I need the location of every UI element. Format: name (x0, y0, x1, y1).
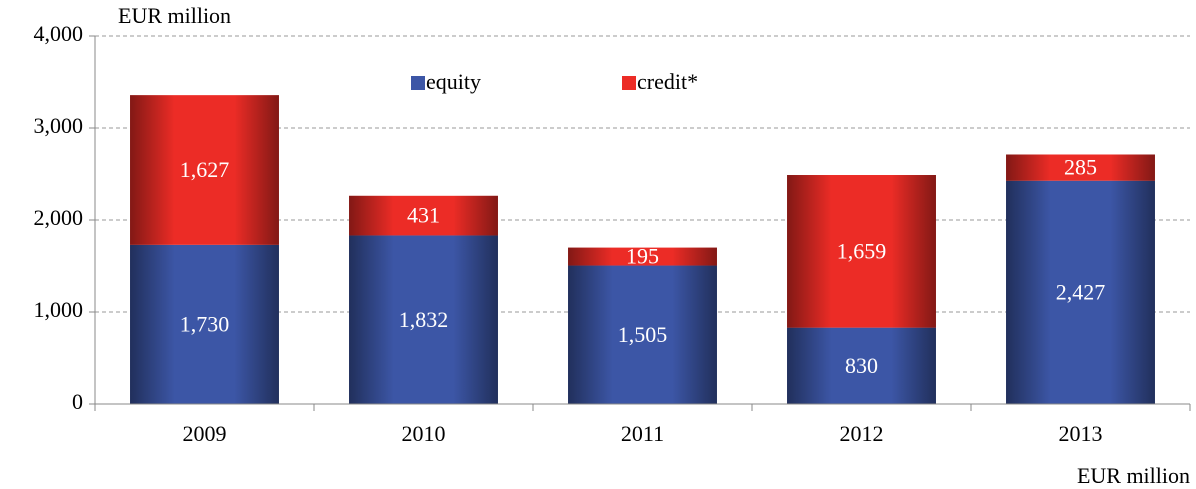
bar-shade (130, 244, 279, 404)
legend-swatch (622, 76, 636, 90)
x-tick-label: 2011 (621, 421, 664, 446)
x-tick-label: 2012 (840, 421, 884, 446)
x-tick-label: 2010 (402, 421, 446, 446)
y-tick-label: 1,000 (34, 297, 84, 322)
bar-shade (568, 265, 717, 404)
bar-shade (349, 235, 498, 404)
bar-shade (787, 327, 936, 404)
legend-label: credit* (637, 69, 698, 94)
y-tick-label: 4,000 (34, 21, 84, 46)
value-label: 1,832 (399, 307, 449, 332)
x-tick-label: 2009 (183, 421, 227, 446)
legend-label: equity (426, 69, 481, 94)
bar-shade (787, 175, 936, 328)
value-label: 1,730 (180, 311, 230, 336)
value-label: 431 (407, 203, 440, 228)
bar-shade (1006, 180, 1155, 404)
value-label: 2,427 (1056, 279, 1106, 304)
bar-shade (1006, 154, 1155, 181)
value-label: 285 (1064, 155, 1097, 180)
bar-shade (568, 247, 717, 266)
value-label: 1,659 (837, 238, 887, 263)
y-tick-label: 0 (72, 389, 83, 414)
legend-swatch (411, 76, 425, 90)
value-label: 1,505 (618, 322, 668, 347)
bar-shade (349, 195, 498, 236)
value-label: 830 (845, 353, 878, 378)
y-tick-label: 2,000 (34, 205, 84, 230)
x-axis-title: EUR million (1077, 463, 1190, 488)
x-tick-label: 2013 (1059, 421, 1103, 446)
value-label: 195 (626, 244, 659, 269)
value-label: 1,627 (180, 157, 230, 182)
bar-shade (130, 95, 279, 245)
y-axis-title: EUR million (118, 3, 231, 28)
y-tick-label: 3,000 (34, 113, 84, 138)
